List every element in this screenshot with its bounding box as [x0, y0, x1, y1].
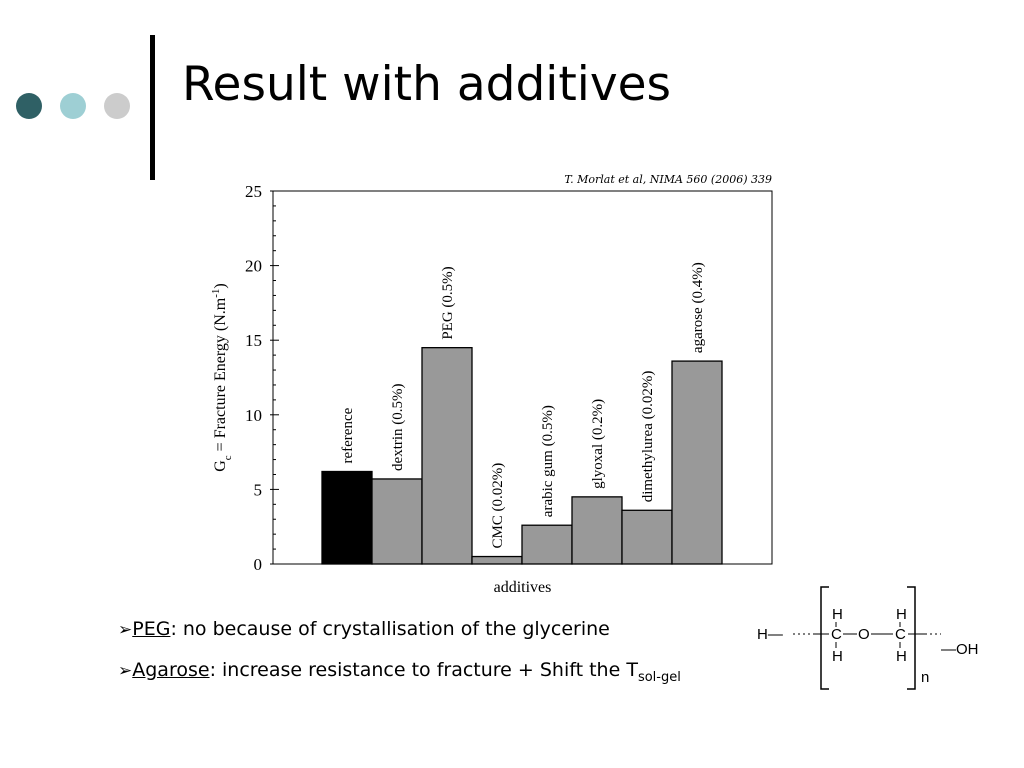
bullet-term: Agarose [132, 659, 210, 681]
formula-right-end: —OH [941, 641, 979, 658]
x-axis-label: additives [494, 579, 552, 595]
bar [671, 360, 723, 565]
y-tick-label: 10 [245, 406, 262, 425]
y-axis-label-part: -1 [210, 289, 222, 298]
formula-right-bracket [907, 586, 916, 690]
bullet-text: : no because of crystallisation of the g… [170, 618, 610, 640]
bullet-subscript: sol-gel [637, 670, 681, 685]
y-axis-label-part: c [222, 455, 234, 460]
bar [471, 555, 523, 565]
dot-dark [16, 93, 42, 119]
citation: T. Morlat et al, NIMA 560 (2006) 339 [564, 173, 772, 186]
y-axis-label-part: = Fracture Energy (N.m [212, 297, 229, 455]
y-tick-label: 0 [254, 555, 263, 574]
formula-atom: H [832, 606, 843, 623]
slide-title: Result with additives [182, 57, 672, 112]
bullet-list: ➢PEG: no because of crystallisation of t… [118, 617, 758, 706]
bar [521, 524, 573, 565]
bullet-peg: ➢PEG: no because of crystallisation of t… [118, 617, 758, 642]
title-divider [150, 35, 155, 180]
y-axis-label-part: ) [212, 283, 229, 288]
y-tick-label: 20 [245, 257, 262, 276]
bar-category-label: CMC (0.02%) [490, 463, 506, 549]
y-tick-label: 25 [245, 182, 262, 201]
bar-category-label: agarose (0.4%) [690, 262, 706, 353]
bullet-term: PEG [132, 618, 171, 640]
formula-atom: C [895, 626, 906, 643]
dot-teal [60, 93, 86, 119]
formula-atom: O [858, 626, 870, 643]
y-axis-label: Gc = Fracture Energy (N.m-1) [210, 283, 234, 472]
peg-structural-formula: H— H C H O H C H —OH n [757, 586, 979, 690]
bullet-agarose: ➢Agarose: increase resistance to fractur… [118, 658, 758, 690]
formula-atom: H [896, 648, 907, 665]
formula-atom: H [896, 606, 907, 623]
bar-category-label: arabic gum (0.5%) [540, 405, 556, 517]
y-tick-label: 15 [245, 331, 262, 350]
bar [321, 470, 373, 565]
bar-chart: 0 5 10 15 20 25 reference dextrin (0.5%) PEG (0.… [210, 182, 773, 595]
bar-category-label: dimethylurea (0.02%) [640, 371, 656, 503]
decorative-dots [16, 93, 136, 121]
bar-category-label: dextrin (0.5%) [390, 383, 406, 470]
y-axis-label-part: G [212, 460, 229, 472]
y-tick-label: 5 [254, 480, 263, 499]
arrow-bullet-icon: ➢ [118, 620, 133, 640]
bar-category-label: glyoxal (0.2%) [590, 399, 606, 489]
bar-category-label: PEG (0.5%) [440, 266, 456, 339]
bar [621, 509, 673, 565]
formula-left-end: H— [757, 626, 783, 643]
arrow-bullet-icon: ➢ [118, 661, 133, 681]
formula-atom: C [831, 626, 842, 643]
bullet-text: : increase resistance to fracture + Shif… [209, 659, 638, 681]
formula-repeat-index: n [921, 669, 929, 686]
bar [571, 496, 623, 565]
bar-category-label: reference [340, 407, 356, 463]
dot-gray [104, 93, 130, 119]
bar [371, 478, 423, 565]
bar [421, 347, 473, 565]
formula-left-bracket [820, 586, 829, 690]
formula-atom: H [832, 648, 843, 665]
